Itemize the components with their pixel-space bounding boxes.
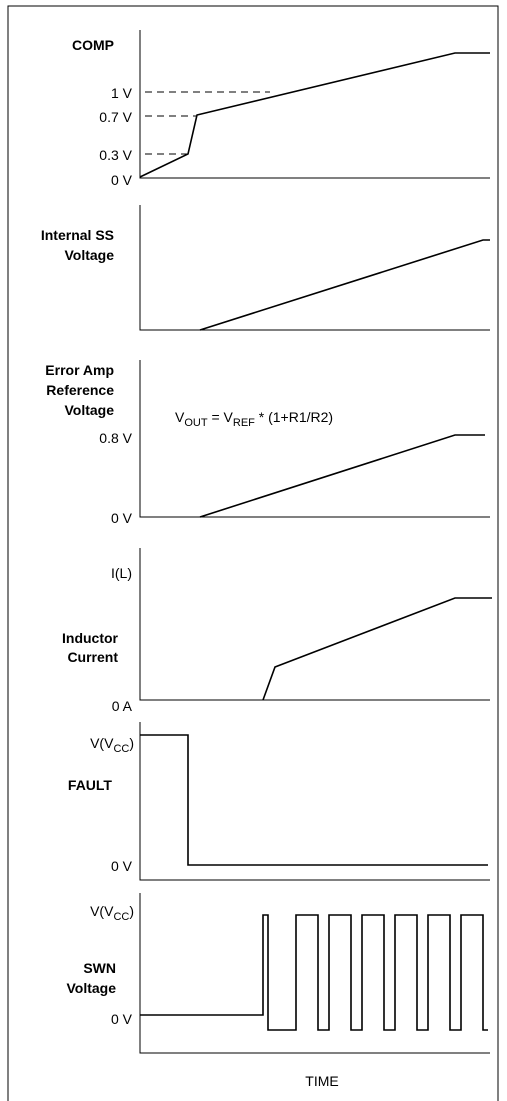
level-label: 0 A (112, 698, 133, 714)
level-label: 0.8 V (99, 430, 132, 446)
eq-part: V (175, 409, 185, 425)
lv-sub: CC (113, 743, 129, 755)
eq-sub: OUT (184, 417, 208, 429)
eq-part: * (1+R1/R2) (255, 409, 333, 425)
lv-part: ) (129, 735, 134, 751)
panel-label: Internal SS (41, 227, 114, 243)
lv-part: V(V (90, 735, 114, 751)
level-label: V(VCC) (90, 735, 134, 755)
equation: VOUT = VREF * (1+R1/R2) (175, 409, 333, 429)
waveform (199, 434, 485, 518)
level-label: 0.7 V (99, 109, 132, 125)
panel-label: Error Amp (45, 362, 114, 378)
x-axis-label: TIME (305, 1073, 338, 1089)
panel-label: FAULT (68, 777, 113, 793)
panel-label: SWN (83, 960, 116, 976)
axes (139, 360, 490, 518)
panel-label: Current (67, 649, 118, 665)
waveform (140, 914, 488, 1031)
lv-part: ) (129, 903, 134, 919)
panel-label: Voltage (64, 247, 114, 263)
level-label: 0 V (111, 510, 133, 526)
waveform (140, 734, 488, 866)
waveform (199, 239, 490, 331)
eq-sub: REF (233, 417, 255, 429)
level-label: 0 V (111, 172, 133, 188)
level-label: 0 V (111, 1011, 133, 1027)
axes (139, 30, 490, 179)
level-label: 1 V (111, 85, 133, 101)
panel-label: Voltage (66, 980, 116, 996)
axes (139, 722, 490, 881)
panel-label: Voltage (64, 402, 114, 418)
level-label: I(L) (111, 565, 132, 581)
axes (139, 893, 490, 1054)
lv-part: V(V (90, 903, 114, 919)
axes (139, 548, 490, 701)
panel-label: Inductor (62, 630, 119, 646)
frame (7, 5, 499, 1101)
panel-label: Reference (46, 382, 114, 398)
level-label: V(VCC) (90, 903, 134, 923)
waveform (139, 52, 490, 178)
panel-label: COMP (72, 37, 114, 53)
level-label: 0.3 V (99, 147, 132, 163)
eq-part: = V (208, 409, 234, 425)
level-label: 0 V (111, 858, 133, 874)
lv-sub: CC (113, 911, 129, 923)
axes (139, 205, 490, 331)
waveform (262, 597, 492, 701)
